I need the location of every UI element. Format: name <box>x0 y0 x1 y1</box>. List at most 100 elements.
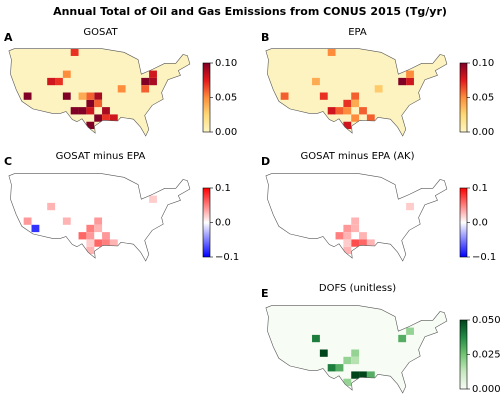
grid-cell <box>86 239 95 247</box>
grid-cell <box>359 232 367 240</box>
grid-cell <box>366 371 375 379</box>
colorbar-tick-label: 0.10 <box>472 58 494 69</box>
panel-letter: E <box>261 287 269 300</box>
land <box>8 48 190 137</box>
grid-cell <box>102 232 110 240</box>
grid-cell <box>94 217 103 225</box>
panel-letter: B <box>261 31 269 44</box>
panel-letter: D <box>261 155 270 168</box>
panel-title: GOSAT minus EPA <box>56 151 146 162</box>
grid-cell <box>327 48 336 56</box>
grid-cell <box>343 378 352 387</box>
grid-cell <box>366 114 375 122</box>
us-border <box>265 48 448 137</box>
panel-title: GOSAT minus EPA (AK) <box>300 151 414 162</box>
grid-cell <box>280 92 289 100</box>
grid-cell <box>62 92 71 100</box>
grid-cell <box>109 114 118 122</box>
grid-cell <box>78 107 87 115</box>
colorbar-tick-label: 0.00 <box>472 127 494 138</box>
colorbar <box>459 62 468 133</box>
grid-cell <box>62 70 71 78</box>
colorbar <box>459 187 468 258</box>
grid-cell <box>109 239 118 247</box>
grid-cell <box>94 239 103 247</box>
grid-cell <box>374 85 383 93</box>
us-border <box>8 48 191 137</box>
grid-cell <box>343 224 352 233</box>
grid-cell <box>47 202 56 211</box>
grid-cell <box>406 327 414 335</box>
grid-cell <box>23 217 32 225</box>
grid-cell <box>343 232 352 240</box>
grid-cell <box>351 114 360 122</box>
grid-cell <box>86 107 95 115</box>
land <box>265 305 447 393</box>
grid-cell <box>366 239 375 247</box>
grid-cell <box>312 77 320 86</box>
us-border <box>265 305 448 394</box>
grid-cell <box>149 70 157 78</box>
grid-cell <box>312 334 320 343</box>
grid-cell <box>141 77 150 86</box>
grid-cell <box>94 92 103 100</box>
colorbar-tick-label: 0.1 <box>472 183 488 194</box>
grid-cell <box>359 371 367 379</box>
grid-cell <box>351 356 360 365</box>
grid-cell <box>359 239 367 247</box>
colorbar-tick-label: 0.0 <box>472 218 488 229</box>
colorbar-tick-label: 0.025 <box>472 350 500 361</box>
grid-cell <box>343 107 352 115</box>
grid-cell <box>86 232 95 240</box>
colorbar-tick-label: 0.10 <box>215 58 237 69</box>
grid-cell <box>343 246 352 255</box>
colorbar-tick-label: −0.1 <box>472 252 496 263</box>
cells <box>23 48 157 130</box>
grid-cell <box>406 202 414 211</box>
grid-cell <box>47 77 56 86</box>
panel-title: EPA <box>348 27 367 38</box>
grid-cell <box>23 92 32 100</box>
cells <box>335 202 414 255</box>
grid-cell <box>343 239 352 247</box>
land <box>8 173 190 261</box>
grid-cell <box>351 371 360 379</box>
colorbar-tick-label: 0.00 <box>215 127 237 138</box>
grid-cell <box>406 77 414 86</box>
colorbar <box>459 319 468 390</box>
grid-cell <box>343 121 352 130</box>
grid-cell <box>78 92 87 100</box>
grid-cell <box>86 99 95 108</box>
grid-cell <box>351 92 360 100</box>
land <box>265 48 447 137</box>
grid-cell <box>335 107 344 115</box>
land <box>265 173 447 261</box>
colorbar-tick-label: 0.000 <box>472 384 500 395</box>
colorbar <box>202 62 211 133</box>
grid-cell <box>343 99 352 108</box>
us-border <box>265 173 448 262</box>
grid-cell <box>327 364 336 372</box>
colorbar-tick-label: −0.1 <box>215 252 239 263</box>
colorbar-tick-label: 0.05 <box>472 93 494 104</box>
figure-title: Annual Total of Oil and Gas Emissions fr… <box>53 5 447 18</box>
grid-cell <box>149 195 157 203</box>
panel-letter: A <box>4 31 13 44</box>
grid-cell <box>351 99 360 108</box>
grid-cell <box>327 107 336 115</box>
grid-cell <box>398 334 407 343</box>
grid-cell <box>319 92 328 100</box>
grid-cell <box>319 349 328 357</box>
colorbar-tick-label: 0.1 <box>215 183 231 194</box>
us-border <box>8 173 191 262</box>
grid-cell <box>78 232 87 240</box>
grid-cell <box>141 85 150 93</box>
grid-cell <box>359 107 367 115</box>
grid-cell <box>70 107 79 115</box>
grid-cell <box>94 99 103 108</box>
grid-cell <box>351 239 360 247</box>
grid-cell <box>102 114 110 122</box>
grid-cell <box>117 85 126 93</box>
colorbar-tick-label: 0.0 <box>215 218 231 229</box>
